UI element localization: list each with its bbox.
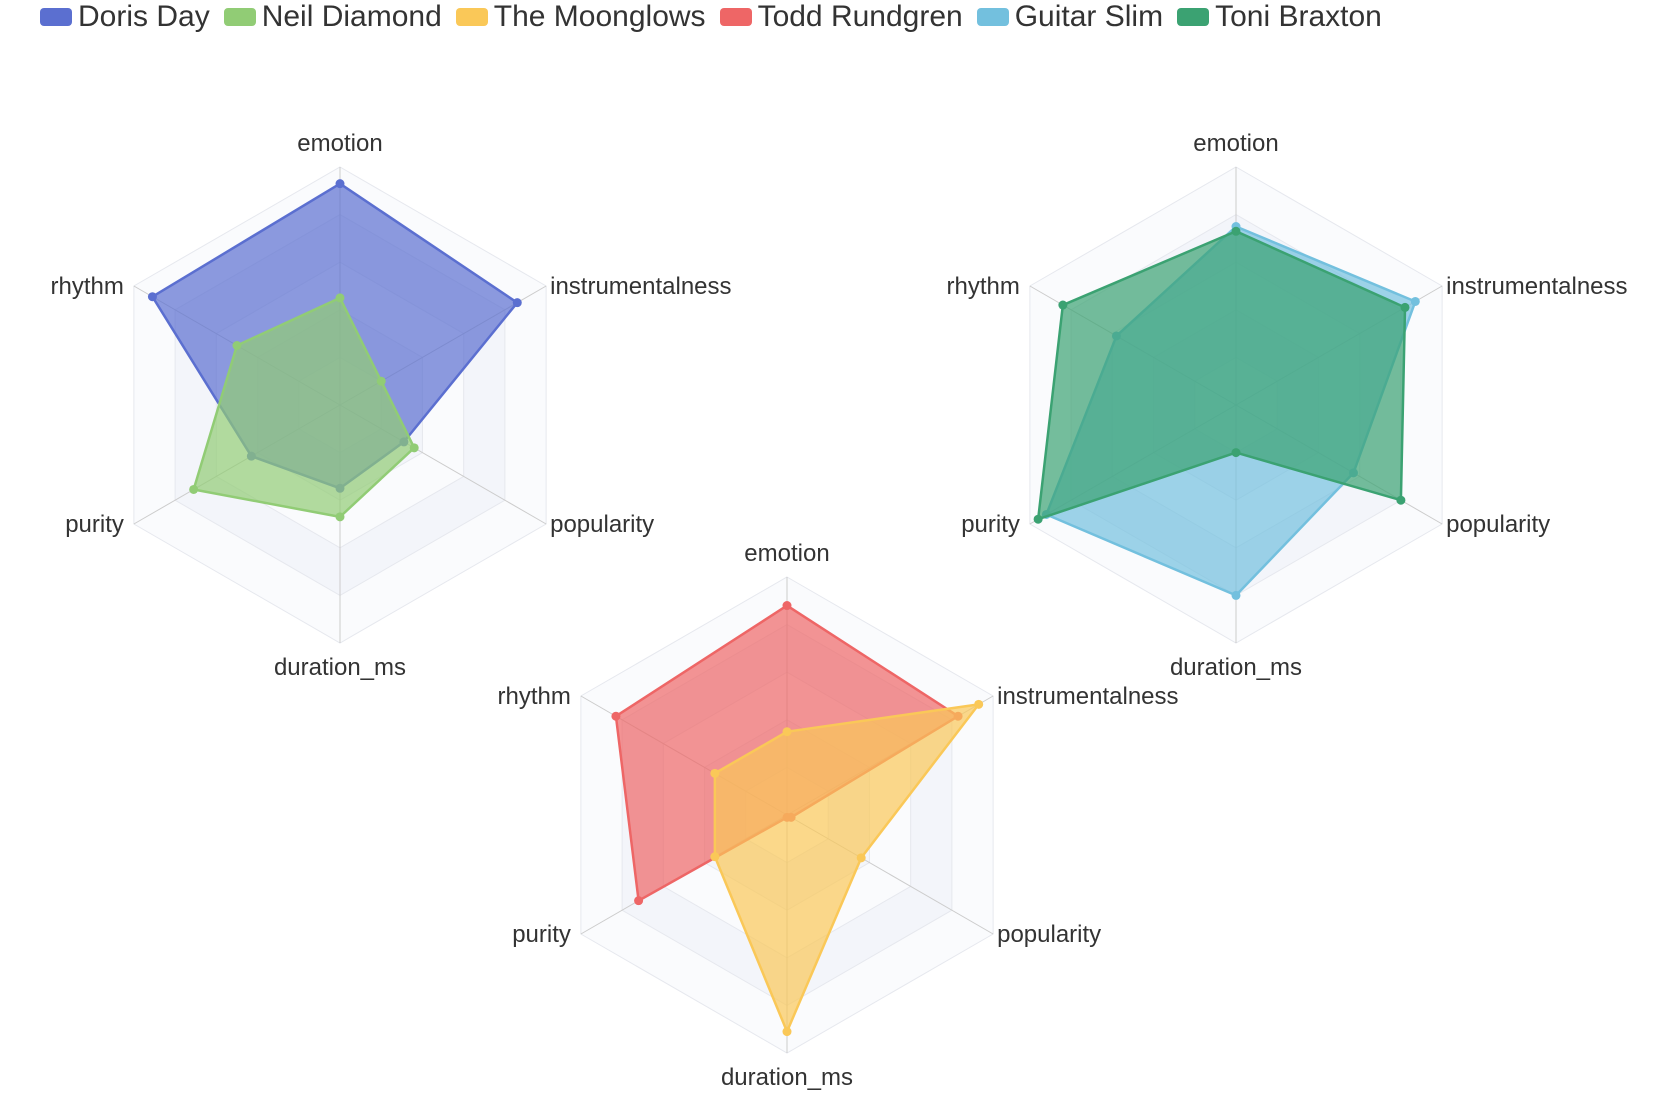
series-point-doris-day: [335, 179, 345, 189]
series-point-the-moonglows: [974, 699, 984, 709]
series-point-the-moonglows: [856, 853, 866, 863]
series-point-the-moonglows: [782, 727, 792, 737]
axis-label-purity: purity: [512, 921, 571, 948]
axis-label-emotion: emotion: [297, 130, 382, 157]
legend-label-todd-rundgren: Todd Rundgren: [757, 0, 963, 33]
legend-swatch-doris-day: [40, 8, 72, 26]
legend-swatch-todd-rundgren: [719, 8, 752, 26]
axis-label-rhythm: rhythm: [947, 273, 1020, 300]
series-point-the-moonglows: [710, 852, 720, 862]
series-point-neil-diamond: [189, 484, 199, 494]
radar-chart-2: emotion instrumentalness popularity duratio…: [498, 540, 1179, 1091]
series-point-neil-diamond: [335, 293, 345, 303]
legend-item-the-moonglows[interactable]: The Moonglows: [455, 0, 706, 34]
axis-label-purity: purity: [961, 511, 1020, 538]
series-point-todd-rundgren: [634, 896, 644, 906]
series-point-toni-braxton: [1033, 514, 1043, 524]
axis-label-instrumentalness: instrumentalness: [997, 683, 1178, 710]
legend-swatch-toni-braxton: [1177, 8, 1210, 26]
series-point-neil-diamond: [376, 376, 386, 386]
radar-chart-1: emotion instrumentalness popularity duratio…: [51, 130, 732, 681]
series-point-toni-braxton: [1400, 302, 1410, 312]
legend-item-todd-rundgren[interactable]: Todd Rundgren: [719, 0, 963, 34]
legend-swatch-the-moonglows: [455, 8, 488, 26]
series-point-neil-diamond: [232, 341, 242, 350]
legend-item-guitar-slim[interactable]: Guitar Slim: [976, 0, 1164, 34]
axis-label-duration-ms: duration_ms: [1170, 654, 1302, 681]
legend-label-guitar-slim: Guitar Slim: [1014, 0, 1164, 33]
legend-swatch-guitar-slim: [976, 8, 1009, 26]
axis-label-emotion: emotion: [744, 540, 829, 567]
axis-label-rhythm: rhythm: [51, 273, 124, 300]
legend-label-doris-day: Doris Day: [78, 0, 210, 33]
series-point-guitar-slim: [1231, 590, 1241, 600]
series-point-doris-day: [512, 298, 522, 308]
legend-item-doris-day[interactable]: Doris Day: [40, 0, 210, 34]
axis-label-emotion: emotion: [1193, 130, 1278, 157]
legend-item-toni-braxton[interactable]: Toni Braxton: [1177, 0, 1382, 34]
legend-label-the-moonglows: The Moonglows: [493, 0, 706, 33]
series-point-todd-rundgren: [611, 711, 621, 721]
legend-swatch-neil-diamond: [223, 8, 256, 26]
series-point-todd-rundgren: [782, 601, 792, 611]
axis-label-duration-ms: duration_ms: [274, 654, 406, 681]
series-point-toni-braxton: [1231, 448, 1241, 458]
axis-label-rhythm: rhythm: [498, 683, 571, 710]
series-point-the-moonglows: [710, 768, 720, 778]
axis-label-instrumentalness: instrumentalness: [550, 273, 731, 300]
axis-label-popularity: popularity: [1446, 511, 1550, 538]
series-point-neil-diamond: [409, 443, 419, 453]
legend-label-neil-diamond: Neil Diamond: [261, 0, 442, 33]
axis-label-popularity: popularity: [997, 921, 1101, 948]
legend-label-toni-braxton: Toni Braxton: [1215, 0, 1382, 33]
series-point-neil-diamond: [335, 512, 345, 522]
legend: Doris Day Neil Diamond The Moonglows Tod…: [40, 0, 1382, 34]
axis-label-purity: purity: [65, 511, 124, 538]
axis-label-popularity: popularity: [550, 511, 654, 538]
axis-label-instrumentalness: instrumentalness: [1446, 273, 1627, 300]
series-point-guitar-slim: [1410, 296, 1420, 306]
series-point-doris-day: [147, 292, 157, 302]
series-point-the-moonglows: [782, 1027, 792, 1037]
series-point-toni-braxton: [1231, 226, 1241, 236]
axis-label-duration-ms: duration_ms: [721, 1064, 853, 1091]
series-point-toni-braxton: [1058, 300, 1068, 310]
radar-chart-3: emotion instrumentalness popularity duratio…: [947, 130, 1628, 681]
legend-item-neil-diamond[interactable]: Neil Diamond: [223, 0, 442, 34]
series-point-toni-braxton: [1396, 495, 1406, 505]
